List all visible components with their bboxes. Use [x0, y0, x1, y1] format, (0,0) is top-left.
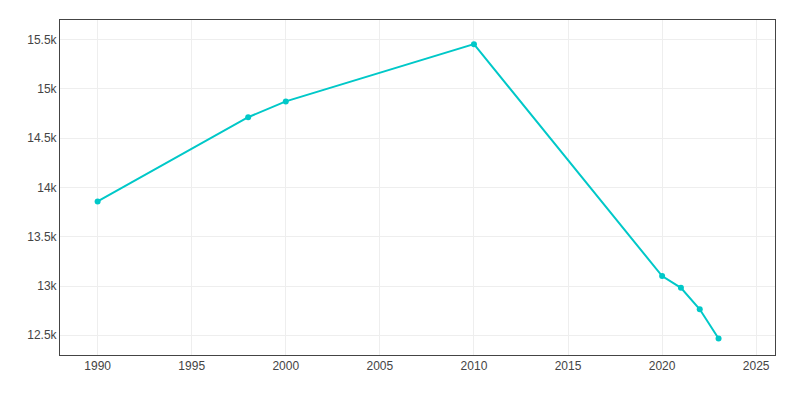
svg-text:13.5k: 13.5k	[27, 230, 57, 244]
svg-text:2005: 2005	[367, 359, 394, 373]
svg-text:2000: 2000	[272, 359, 299, 373]
svg-text:13k: 13k	[37, 279, 57, 293]
svg-text:2015: 2015	[555, 359, 582, 373]
svg-text:12.5k: 12.5k	[27, 328, 57, 342]
svg-text:1995: 1995	[178, 359, 205, 373]
svg-text:15.5k: 15.5k	[27, 33, 57, 47]
svg-text:14.5k: 14.5k	[27, 131, 57, 145]
svg-text:14k: 14k	[37, 181, 57, 195]
svg-text:1990: 1990	[84, 359, 111, 373]
svg-text:2025: 2025	[743, 359, 770, 373]
svg-text:2010: 2010	[461, 359, 488, 373]
svg-text:2020: 2020	[649, 359, 676, 373]
svg-text:15k: 15k	[37, 82, 57, 96]
